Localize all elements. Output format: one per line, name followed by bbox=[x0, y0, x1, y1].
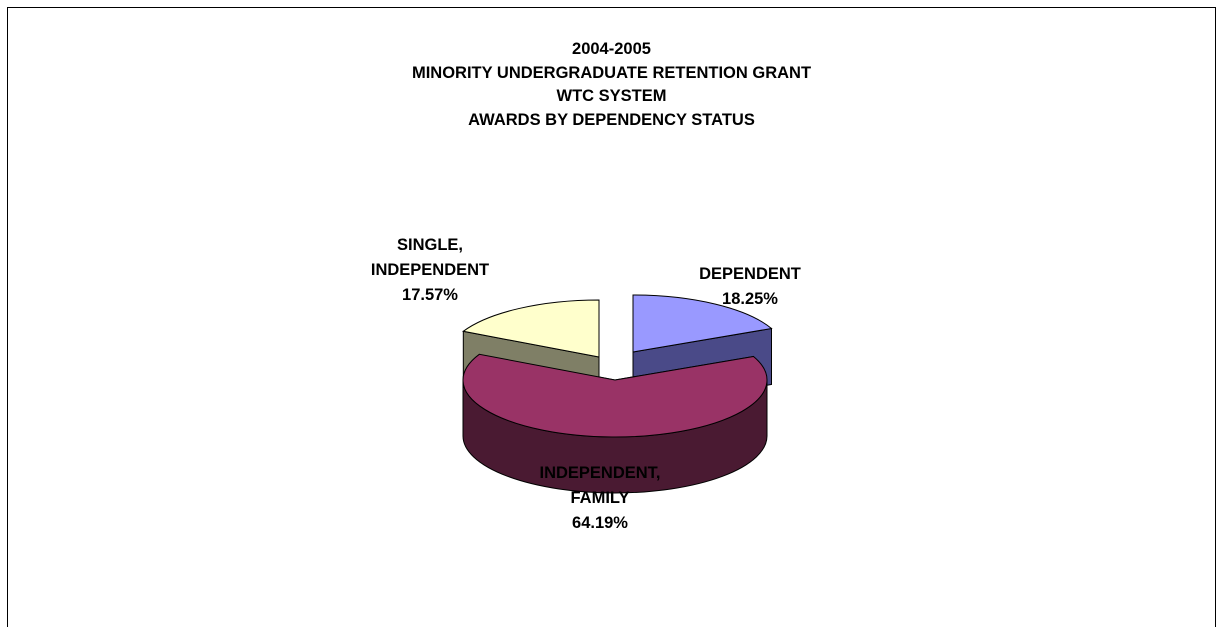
slice-dependent bbox=[632, 294, 773, 353]
title-line-3: WTC SYSTEM bbox=[556, 87, 667, 105]
label-dependent-value: 18.25% bbox=[722, 290, 778, 308]
title-line-4: AWARDS BY DEPENDENCY STATUS bbox=[468, 110, 755, 129]
label-single-independent-value: 17.57% bbox=[402, 286, 458, 304]
title-line-1: 2004-2005 bbox=[572, 40, 651, 58]
label-dependent-name: DEPENDENT bbox=[699, 265, 801, 283]
label-dependent: DEPENDENT 18.25% bbox=[640, 262, 860, 312]
slice-single-independent bbox=[462, 299, 600, 358]
chart-title: 2004-2005 MINORITY UNDERGRADUATE RETENTI… bbox=[8, 38, 1215, 132]
label-independent-family-value: 64.19% bbox=[572, 514, 628, 532]
slice-independent-family bbox=[462, 353, 768, 438]
label-independent-family-name-2: FAMILY bbox=[570, 489, 630, 507]
label-single-independent-name-1: SINGLE, bbox=[396, 236, 463, 254]
label-single-independent-name-2: INDEPENDENT bbox=[370, 261, 490, 279]
title-line-2: MINORITY UNDERGRADUATE RETENTION GRANT bbox=[411, 63, 812, 82]
label-independent-family: INDEPENDENT, FAMILY 64.19% bbox=[480, 461, 720, 536]
chart-frame: 2004-2005 MINORITY UNDERGRADUATE RETENTI… bbox=[7, 7, 1216, 627]
label-independent-family-name-1: INDEPENDENT, bbox=[539, 464, 661, 482]
label-single-independent: SINGLE, INDEPENDENT 17.57% bbox=[320, 233, 540, 308]
